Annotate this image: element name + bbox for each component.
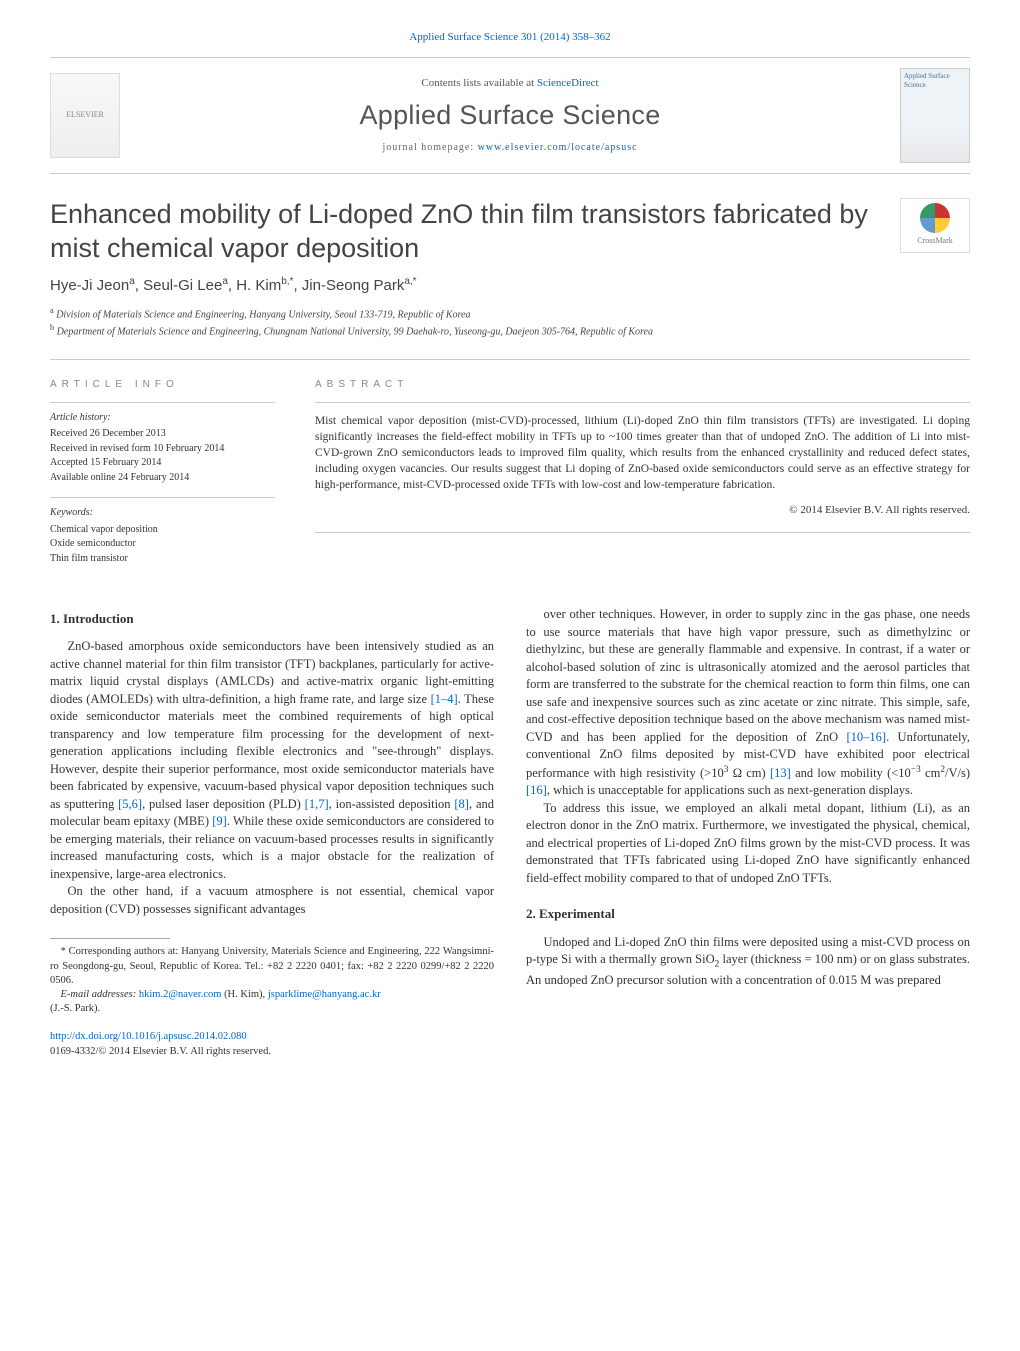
- body-text: Ω cm): [728, 766, 770, 780]
- header-center: Contents lists available at ScienceDirec…: [120, 76, 900, 155]
- email-attribution: (H. Kim),: [221, 989, 267, 1000]
- body-paragraph-3: over other techniques. However, in order…: [526, 606, 970, 800]
- body-text: and low mobility (<10: [791, 766, 911, 780]
- history-line: Received in revised form 10 February 201…: [50, 442, 275, 457]
- body-text: , ion-assisted deposition: [329, 797, 455, 811]
- ref-link[interactable]: [13]: [770, 766, 791, 780]
- issn-copyright: 0169-4332/© 2014 Elsevier B.V. All right…: [50, 1046, 271, 1057]
- abstract-copyright: © 2014 Elsevier B.V. All rights reserved…: [315, 503, 970, 533]
- body-paragraph-2: On the other hand, if a vacuum atmospher…: [50, 883, 494, 918]
- affiliation-line: a Division of Materials Science and Engi…: [50, 305, 970, 322]
- homepage-prefix: journal homepage:: [382, 142, 477, 153]
- crossmark-icon: [920, 203, 950, 233]
- ref-link[interactable]: [1–4]: [431, 692, 458, 706]
- article-history-block: Article history: Received 26 December 20…: [50, 402, 275, 486]
- body-paragraph-1: ZnO-based amorphous oxide semiconductors…: [50, 638, 494, 883]
- elsevier-logo: ELSEVIER: [50, 73, 120, 158]
- body-text: /V/s): [945, 766, 970, 780]
- journal-cover-thumbnail: Applied Surface Science: [900, 68, 970, 163]
- ref-link[interactable]: [1,7]: [305, 797, 329, 811]
- abstract-text: Mist chemical vapor deposition (mist-CVD…: [315, 402, 970, 493]
- introduction-heading: 1. Introduction: [50, 610, 494, 628]
- article-title: Enhanced mobility of Li-doped ZnO thin f…: [50, 198, 880, 266]
- contents-available-line: Contents lists available at ScienceDirec…: [120, 76, 900, 91]
- email-attribution-2: (J.-S. Park).: [50, 1002, 494, 1016]
- top-citation-link[interactable]: Applied Surface Science 301 (2014) 358–3…: [409, 31, 610, 43]
- footnote-separator: [50, 938, 170, 939]
- body-text: , which is unacceptable for applications…: [547, 783, 913, 797]
- article-info-column: article info Article history: Received 2…: [50, 378, 275, 578]
- body-paragraph-5: Undoped and Li-doped ZnO thin films were…: [526, 934, 970, 990]
- doi-link[interactable]: http://dx.doi.org/10.1016/j.apsusc.2014.…: [50, 1031, 247, 1042]
- history-line: Received 26 December 2013: [50, 427, 275, 442]
- body-text: ZnO-based amorphous oxide semiconductors…: [50, 639, 494, 706]
- keywords-label: Keywords:: [50, 506, 275, 521]
- sciencedirect-link[interactable]: ScienceDirect: [537, 77, 599, 89]
- email-link[interactable]: jsparklime@hanyang.ac.kr: [268, 989, 381, 1000]
- abstract-heading: abstract: [315, 378, 970, 392]
- ref-link[interactable]: [16]: [526, 783, 547, 797]
- doi-block: http://dx.doi.org/10.1016/j.apsusc.2014.…: [50, 1030, 494, 1059]
- body-paragraph-4: To address this issue, we employed an al…: [526, 800, 970, 888]
- body-text: over other techniques. However, in order…: [526, 607, 970, 744]
- article-body: 1. Introduction ZnO-based amorphous oxid…: [50, 606, 970, 1059]
- abstract-column: abstract Mist chemical vapor deposition …: [315, 378, 970, 578]
- journal-homepage-line: journal homepage: www.elsevier.com/locat…: [120, 141, 900, 155]
- history-label: Article history:: [50, 411, 275, 426]
- ref-link[interactable]: [5,6]: [118, 797, 142, 811]
- keyword-line: Thin film transistor: [50, 552, 275, 567]
- ref-link[interactable]: [8]: [454, 797, 469, 811]
- footnotes: * Corresponding authors at: Hanyang Univ…: [50, 945, 494, 1016]
- article-meta-row: article info Article history: Received 2…: [50, 359, 970, 578]
- contents-prefix: Contents lists available at: [421, 77, 536, 89]
- journal-header: ELSEVIER Contents lists available at Sci…: [50, 57, 970, 174]
- journal-homepage-link[interactable]: www.elsevier.com/locate/apsusc: [478, 142, 638, 153]
- keyword-line: Chemical vapor deposition: [50, 523, 275, 538]
- affiliations: a Division of Materials Science and Engi…: [50, 305, 970, 340]
- corresponding-author-note: * Corresponding authors at: Hanyang Univ…: [50, 945, 494, 988]
- journal-name: Applied Surface Science: [120, 97, 900, 133]
- top-citation: Applied Surface Science 301 (2014) 358–3…: [50, 30, 970, 45]
- ref-link[interactable]: [10–16]: [846, 730, 886, 744]
- superscript: −3: [911, 765, 921, 775]
- experimental-heading: 2. Experimental: [526, 905, 970, 923]
- article-info-heading: article info: [50, 378, 275, 392]
- email-link[interactable]: hkim.2@naver.com: [139, 989, 222, 1000]
- affiliation-line: b Department of Materials Science and En…: [50, 322, 970, 339]
- body-text: cm: [921, 766, 941, 780]
- authors-line: Hye-Ji Jeona, Seul-Gi Leea, H. Kimb,*, J…: [50, 275, 970, 296]
- history-line: Available online 24 February 2014: [50, 471, 275, 486]
- email-label: E-mail addresses:: [61, 989, 139, 1000]
- crossmark-badge[interactable]: CrossMark: [900, 198, 970, 253]
- keyword-line: Oxide semiconductor: [50, 537, 275, 552]
- body-text: , pulsed laser deposition (PLD): [142, 797, 305, 811]
- ref-link[interactable]: [9]: [212, 814, 227, 828]
- history-line: Accepted 15 February 2014: [50, 456, 275, 471]
- keywords-block: Keywords: Chemical vapor depositionOxide…: [50, 497, 275, 566]
- crossmark-label: CrossMark: [917, 236, 953, 247]
- body-text: . These oxide semiconductor materials me…: [50, 692, 494, 811]
- email-addresses-note: E-mail addresses: hkim.2@naver.com (H. K…: [50, 988, 494, 1002]
